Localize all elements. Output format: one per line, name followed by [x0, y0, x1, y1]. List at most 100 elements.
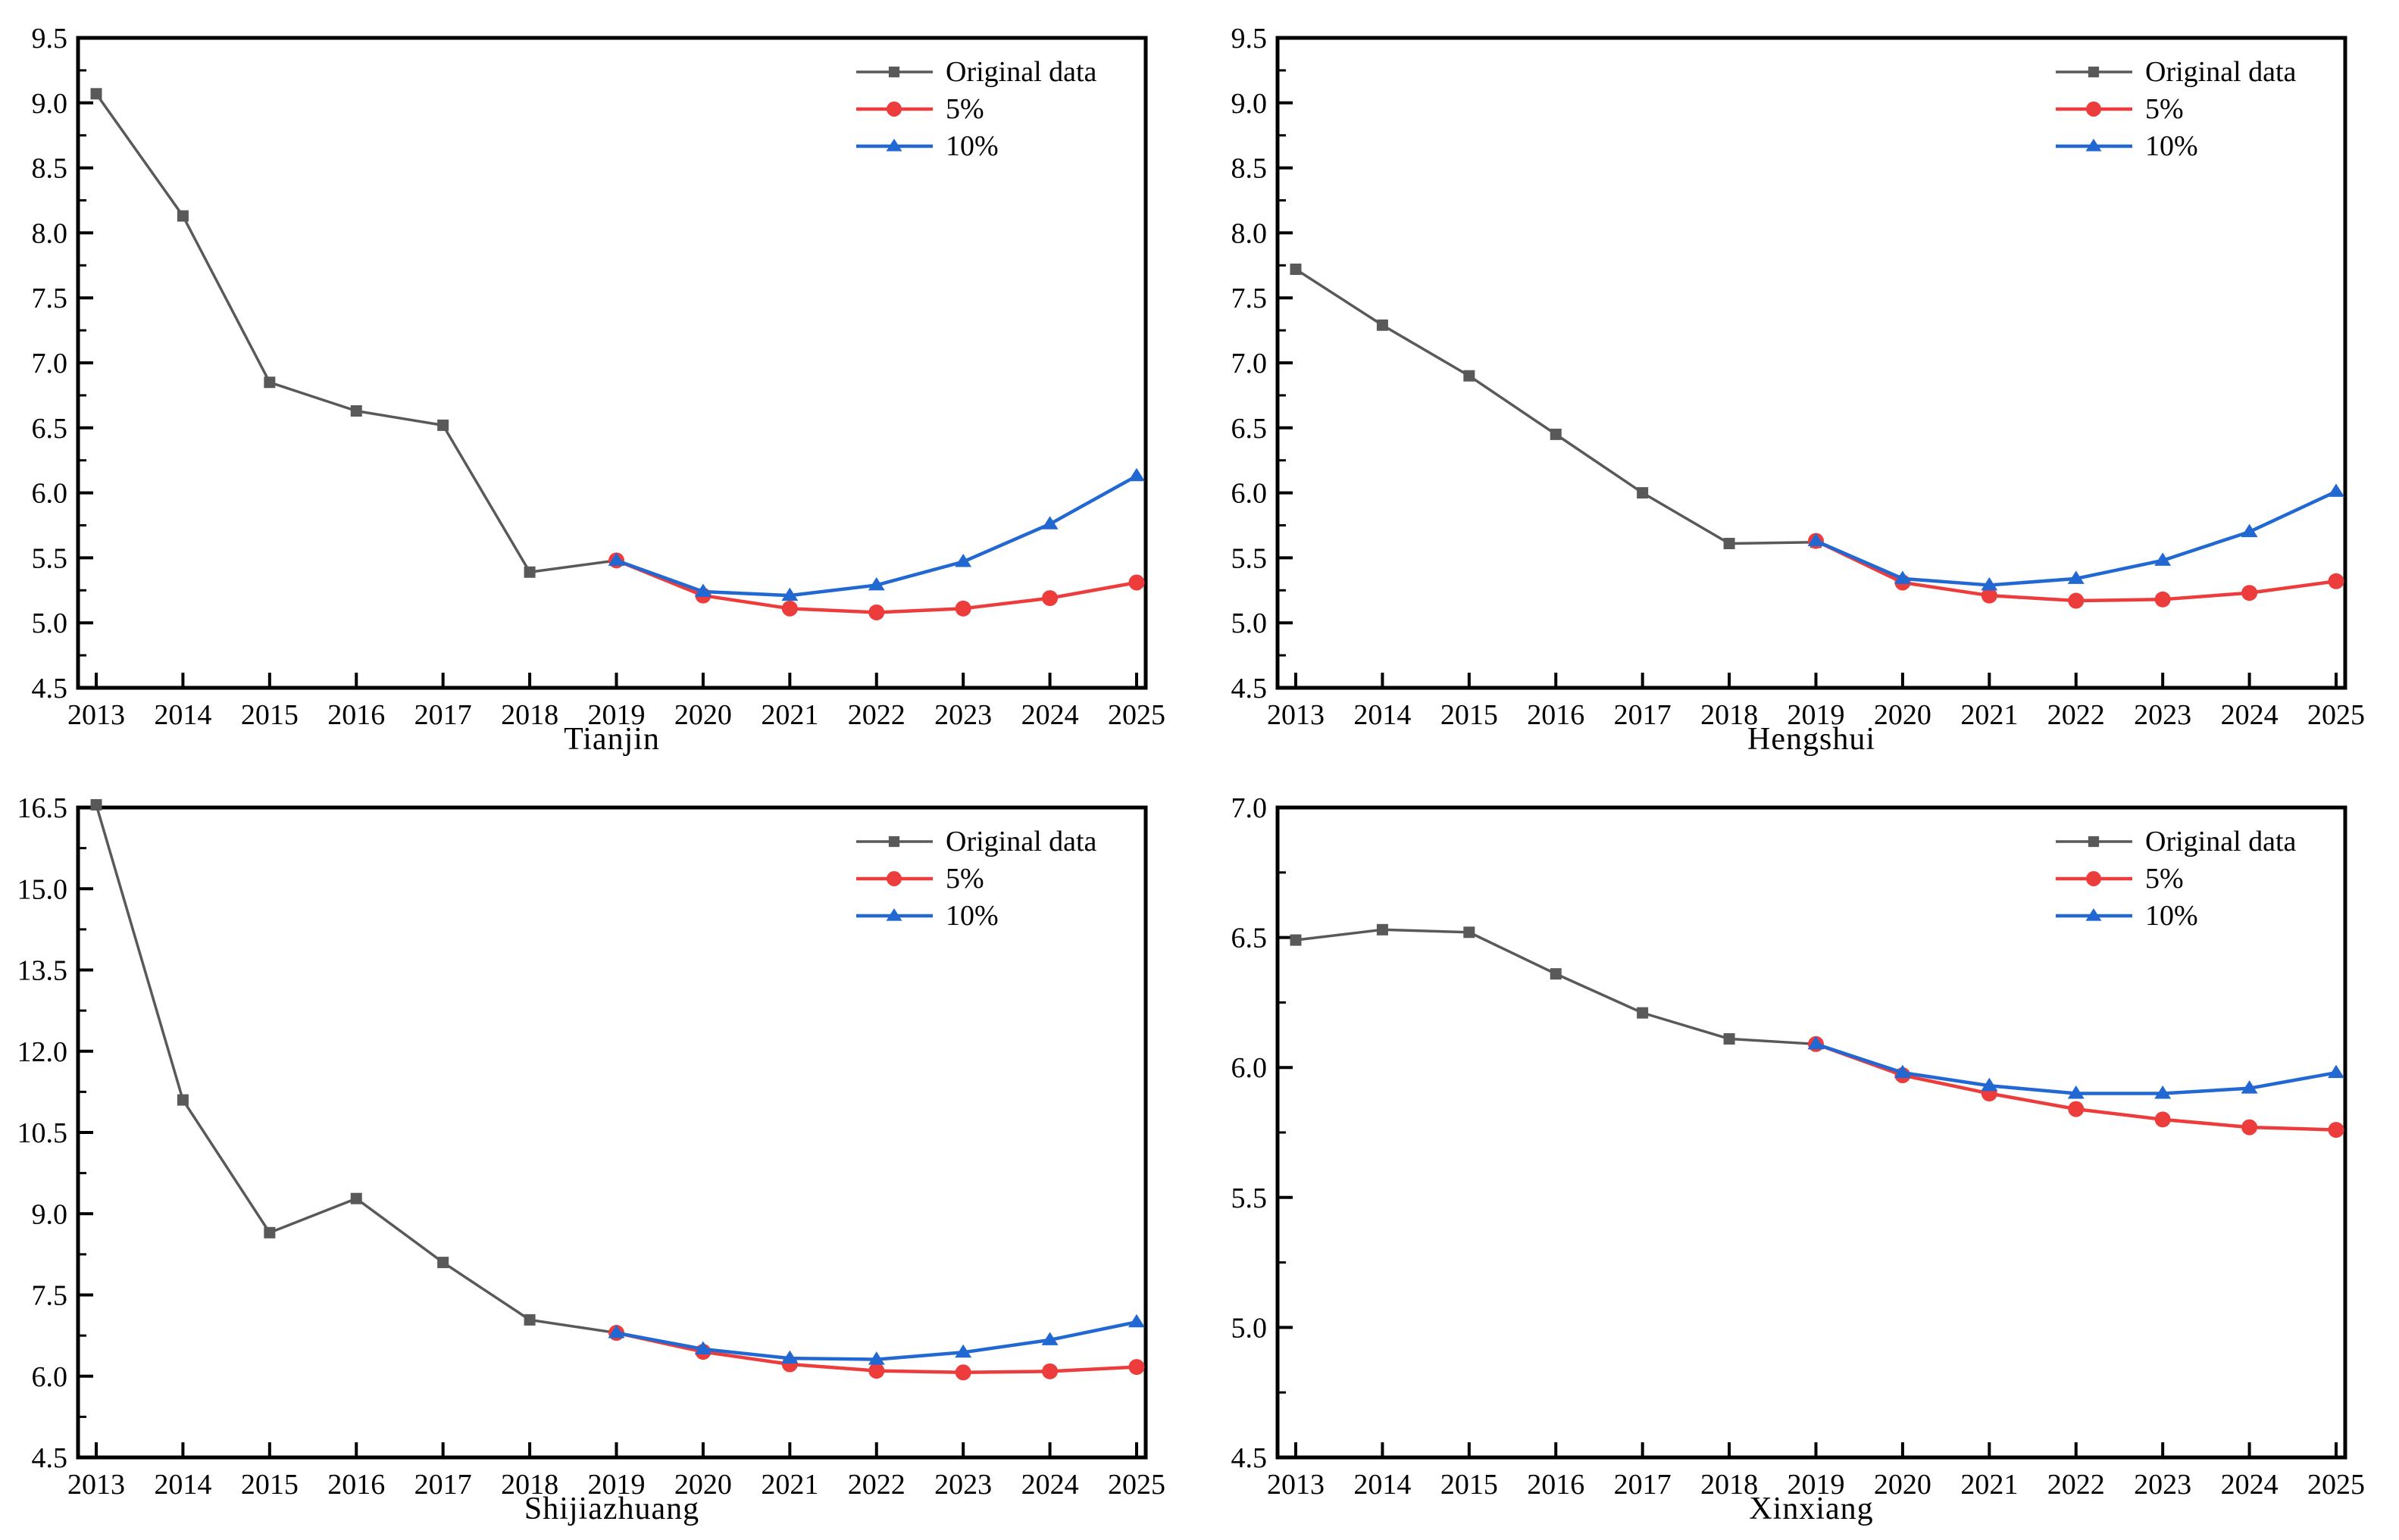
svg-text:5.0: 5.0 [32, 608, 68, 639]
svg-text:2017: 2017 [1614, 699, 1672, 731]
svg-text:7.5: 7.5 [1231, 283, 1268, 314]
svg-text:8.0: 8.0 [32, 217, 68, 249]
svg-text:5.5: 5.5 [1231, 1182, 1268, 1214]
svg-text:6.0: 6.0 [32, 478, 68, 510]
legend-row: 5% [855, 860, 1096, 897]
svg-text:2023: 2023 [2134, 1469, 2191, 1501]
svg-text:2016: 2016 [1527, 699, 1584, 731]
svg-text:5.0: 5.0 [1231, 608, 1268, 639]
chart-panel-hengshui: 9.5 9.0 8.5 8.0 7.5 7.0 6.5 6.0 5.5 5.0 4.5 2013 201… [1200, 0, 2399, 770]
svg-text:7.5: 7.5 [32, 283, 68, 314]
legend-marker-triangle-icon [856, 138, 933, 152]
svg-text:7.0: 7.0 [32, 348, 68, 380]
svg-text:6.5: 6.5 [1231, 413, 1268, 445]
svg-text:2019: 2019 [588, 1469, 646, 1501]
svg-text:2018: 2018 [501, 699, 558, 731]
svg-text:2015: 2015 [241, 699, 299, 731]
svg-text:2016: 2016 [1527, 1469, 1584, 1501]
svg-text:6.5: 6.5 [32, 413, 68, 445]
legend-row: Original data [2054, 823, 2296, 860]
legend-row: 10% [2054, 127, 2296, 164]
legend-label: Original data [946, 825, 1097, 857]
legend-marker-circle-icon [2056, 101, 2132, 117]
svg-text:16.5: 16.5 [17, 792, 68, 824]
svg-text:6.0: 6.0 [1231, 478, 1268, 510]
svg-text:12.0: 12.0 [17, 1036, 68, 1068]
svg-text:2016: 2016 [327, 699, 385, 731]
svg-text:6.0: 6.0 [32, 1361, 68, 1393]
svg-text:2021: 2021 [1960, 699, 2018, 731]
legend-label: Original data [2145, 55, 2297, 88]
svg-text:2023: 2023 [934, 1469, 992, 1501]
svg-text:2015: 2015 [241, 1469, 299, 1501]
svg-text:2023: 2023 [934, 699, 992, 731]
svg-text:2021: 2021 [761, 699, 818, 731]
svg-text:2022: 2022 [2047, 699, 2105, 731]
legend-row: Original data [855, 53, 1096, 90]
legend-marker-square-icon [856, 836, 933, 847]
svg-text:8.0: 8.0 [1231, 217, 1268, 249]
legend-label: Original data [2145, 825, 2297, 857]
svg-text:2013: 2013 [67, 1469, 125, 1501]
svg-text:9.0: 9.0 [32, 88, 68, 120]
legend-label: Original data [946, 55, 1097, 88]
svg-text:2023: 2023 [2134, 699, 2191, 731]
svg-text:2018: 2018 [1700, 699, 1758, 731]
svg-text:2018: 2018 [501, 1469, 558, 1501]
svg-text:2019: 2019 [1788, 1469, 1845, 1501]
legend-marker-triangle-icon [2056, 138, 2132, 152]
svg-text:2025: 2025 [1108, 699, 1165, 731]
legend-label: 5% [2145, 92, 2184, 125]
legend-row: 5% [855, 90, 1096, 127]
legend-hengshui: Original data 5% 10% [2054, 53, 2296, 164]
legend-row: 10% [855, 127, 1096, 164]
svg-text:7.0: 7.0 [1231, 348, 1268, 380]
chart-title: Shijiazhuang [524, 1492, 700, 1526]
svg-text:2013: 2013 [1267, 699, 1325, 731]
svg-text:2020: 2020 [1874, 1469, 1931, 1501]
svg-text:2020: 2020 [1874, 699, 1931, 731]
svg-text:2015: 2015 [1440, 1469, 1498, 1501]
chart-title: Xinxiang [1749, 1492, 1874, 1526]
chart-title: Hengshui [1747, 722, 1875, 757]
svg-text:9.5: 9.5 [32, 23, 68, 55]
svg-text:4.5: 4.5 [1231, 673, 1268, 704]
legend-marker-square-icon [856, 66, 933, 77]
svg-text:6.0: 6.0 [1231, 1052, 1268, 1084]
svg-text:2017: 2017 [414, 699, 472, 731]
svg-text:15.0: 15.0 [17, 873, 68, 905]
svg-text:2025: 2025 [1108, 1469, 1165, 1501]
svg-text:7.0: 7.0 [1231, 792, 1268, 824]
legend-xinxiang: Original data 5% 10% [2054, 823, 2296, 934]
svg-text:6.5: 6.5 [1231, 923, 1268, 954]
svg-text:2024: 2024 [2221, 1469, 2279, 1501]
svg-text:9.5: 9.5 [1231, 23, 1268, 55]
svg-text:5.0: 5.0 [1231, 1312, 1268, 1344]
chart-panel-tianjin: 9.5 9.0 8.5 8.0 7.5 7.0 6.5 6.0 5.5 5.0 4.5 2013 201… [0, 0, 1200, 770]
svg-text:2019: 2019 [588, 699, 646, 731]
svg-text:2021: 2021 [761, 1469, 818, 1501]
legend-marker-triangle-icon [2056, 907, 2132, 921]
chart-panel-xinxiang: 7.0 6.5 6.0 5.5 5.0 4.5 2013 2014 2015 2016 2017 20… [1200, 770, 2399, 1540]
svg-text:2017: 2017 [1614, 1469, 1672, 1501]
svg-text:8.5: 8.5 [32, 153, 68, 185]
svg-text:2022: 2022 [848, 1469, 905, 1501]
chart-title: Tianjin [564, 722, 660, 757]
svg-text:2017: 2017 [414, 1469, 472, 1501]
svg-text:2020: 2020 [674, 1469, 732, 1501]
legend-row: 5% [2054, 860, 2296, 897]
legend-label: 10% [2145, 130, 2198, 162]
svg-text:5.5: 5.5 [32, 542, 68, 574]
legend-label: 10% [2145, 899, 2198, 932]
legend-row: 5% [2054, 90, 2296, 127]
svg-text:2013: 2013 [67, 699, 125, 731]
svg-text:4.5: 4.5 [32, 673, 68, 704]
legend-marker-circle-icon [856, 870, 933, 886]
chart-panel-shijiazhuang: 16.5 15.0 13.5 12.0 10.5 9.0 7.5 6.0 4.5 2013 2014… [0, 770, 1200, 1540]
svg-text:2025: 2025 [2307, 1469, 2365, 1501]
svg-text:2014: 2014 [154, 699, 211, 731]
